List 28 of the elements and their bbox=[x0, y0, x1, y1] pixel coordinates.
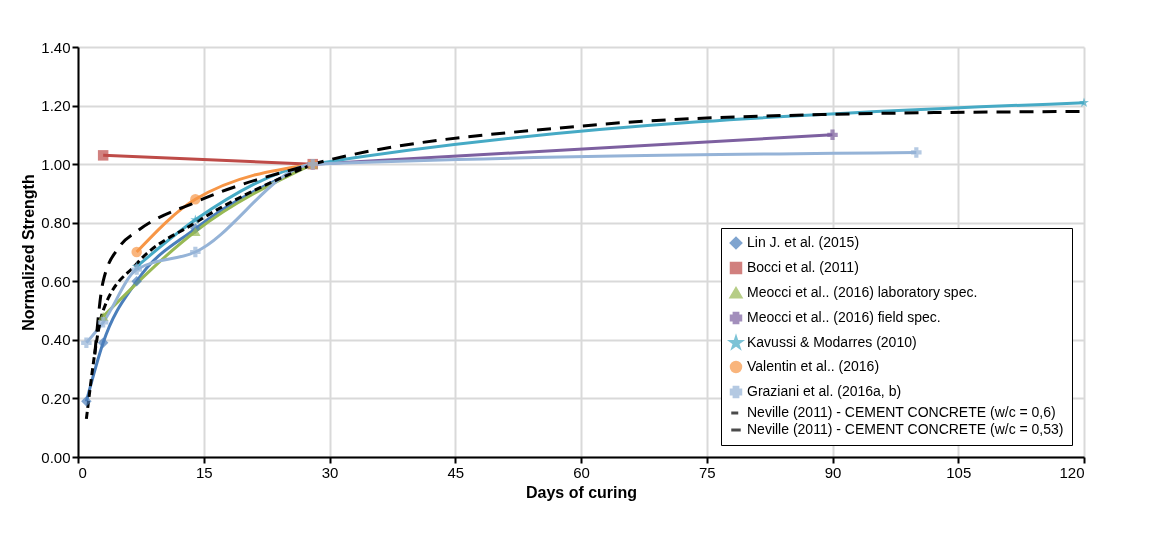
y-tick-label: 1.40 bbox=[41, 38, 71, 56]
legend-label: Neville (2011) - CEMENT CONCRETE (w/c = 0,6) bbox=[747, 404, 1056, 420]
x-axis-title: Days of curing bbox=[525, 483, 638, 501]
y-tick-label: 0.20 bbox=[41, 389, 71, 407]
x-tick-label: 15 bbox=[195, 463, 213, 481]
x-tick-label: 90 bbox=[824, 463, 842, 481]
y-tick-label: 1.00 bbox=[41, 155, 71, 173]
legend-label: Bocci et al. (2011) bbox=[747, 259, 859, 275]
legend-label: Lin J. et al. (2015) bbox=[747, 234, 860, 250]
y-tick-label: 0.00 bbox=[41, 448, 71, 466]
y-axis-title: Normalized Strength bbox=[20, 174, 38, 331]
x-tick-label: 45 bbox=[447, 463, 465, 481]
legend-label: Neville (2011) - CEMENT CONCRETE (w/c = 0,53) bbox=[747, 421, 1064, 437]
legend-label: Graziani et al. (2016a, b) bbox=[747, 383, 902, 399]
legend-label: Meocci et al.. (2016) laboratory spec. bbox=[747, 284, 978, 300]
x-tick-label: 120 bbox=[1059, 463, 1085, 481]
legend-label: Kavussi & Modarres (2010) bbox=[747, 334, 917, 350]
x-tick-label: 30 bbox=[321, 463, 339, 481]
y-tick-label: 0.40 bbox=[41, 331, 71, 349]
x-tick-label: 60 bbox=[573, 463, 590, 481]
y-tick-label: 0.60 bbox=[41, 272, 71, 290]
x-tick-label: 75 bbox=[698, 463, 716, 481]
x-tick-label: 0 bbox=[78, 463, 87, 481]
x-tick-label: 105 bbox=[946, 463, 972, 481]
y-tick-label: 0.80 bbox=[41, 214, 71, 232]
legend-label: Valentin et al.. (2016) bbox=[747, 358, 880, 374]
y-tick-label: 1.20 bbox=[41, 97, 71, 115]
legend-label: Meocci et al.. (2016) field spec. bbox=[747, 309, 941, 325]
